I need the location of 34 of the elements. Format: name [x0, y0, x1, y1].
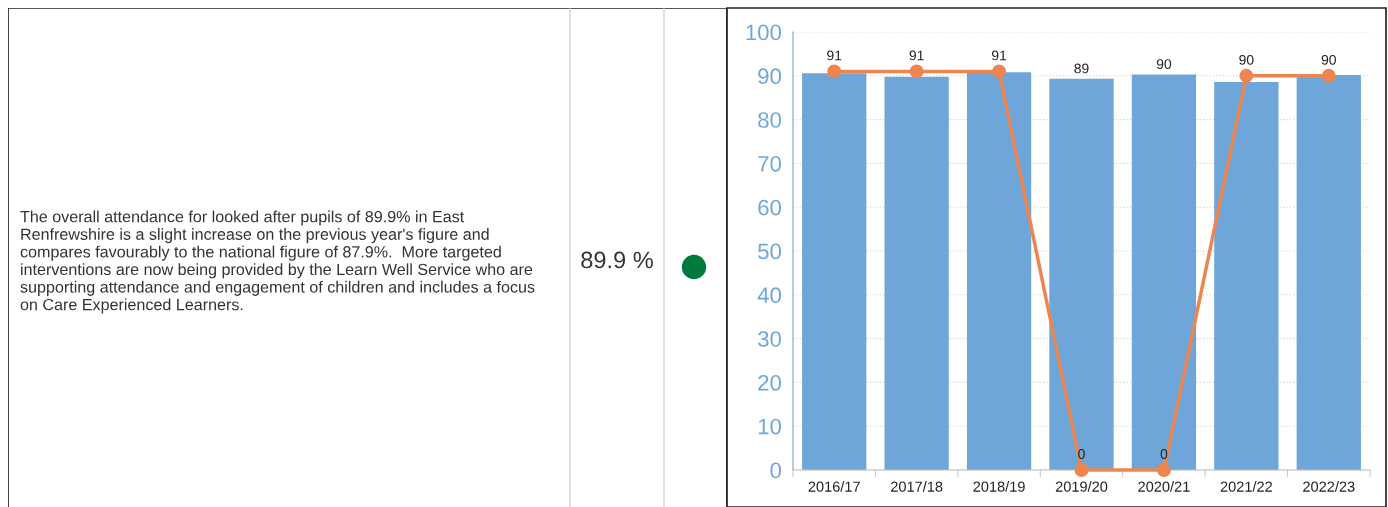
point: [1074, 463, 1089, 477]
x-tick-label: 2016/17: [808, 481, 860, 492]
y-tick-label: 90: [758, 68, 782, 85]
y-tick-label: 0: [770, 462, 782, 479]
y-tick-label: 40: [757, 287, 782, 304]
data-label: 91: [909, 50, 924, 61]
text: 89.9 %: [581, 251, 653, 269]
x-tick-label: 2022/23: [1303, 481, 1355, 492]
y-tick-label: 50: [758, 243, 782, 260]
y-tick-label: 20: [758, 374, 782, 391]
x-tick-label: 2020/21: [1138, 481, 1190, 492]
y-tick-label: 100: [746, 24, 782, 41]
y-tick-label: 10: [758, 418, 782, 435]
x-tick-label: 2017/18: [891, 481, 943, 492]
data-label: 90: [1239, 54, 1254, 65]
point: [1321, 68, 1336, 83]
y-tick-label: 70: [758, 155, 782, 172]
data-label: 90: [1156, 59, 1172, 69]
point: [992, 64, 1007, 79]
point: [827, 64, 842, 79]
x-tick-label: 2018/19: [973, 481, 1025, 492]
data-label: 91: [992, 50, 1007, 61]
point: [1239, 68, 1254, 83]
data-label: 90: [1321, 54, 1336, 65]
point: [909, 64, 924, 79]
text: The overall attendance for looked after pupils of 89.9% in East Renfrewshire is a slight increase on the previous year's figure and compares favourably to the national figure of 87.9%. More targeted interventions are now being provided by the Learn Well Service who are supporting attendance and engagement of children and includes a focus on Care Experienced Learners.: [20, 210, 535, 314]
y-tick-label: 30: [758, 331, 782, 347]
x-tick-label: 2021/22: [1220, 481, 1272, 492]
y-tick-label: 60: [758, 199, 782, 216]
point: [1156, 463, 1171, 477]
data-label: 89: [1074, 63, 1089, 74]
data-label: 91: [827, 50, 842, 61]
x-tick-label: 2019/20: [1055, 481, 1108, 492]
y-tick-label: 80: [758, 112, 782, 128]
